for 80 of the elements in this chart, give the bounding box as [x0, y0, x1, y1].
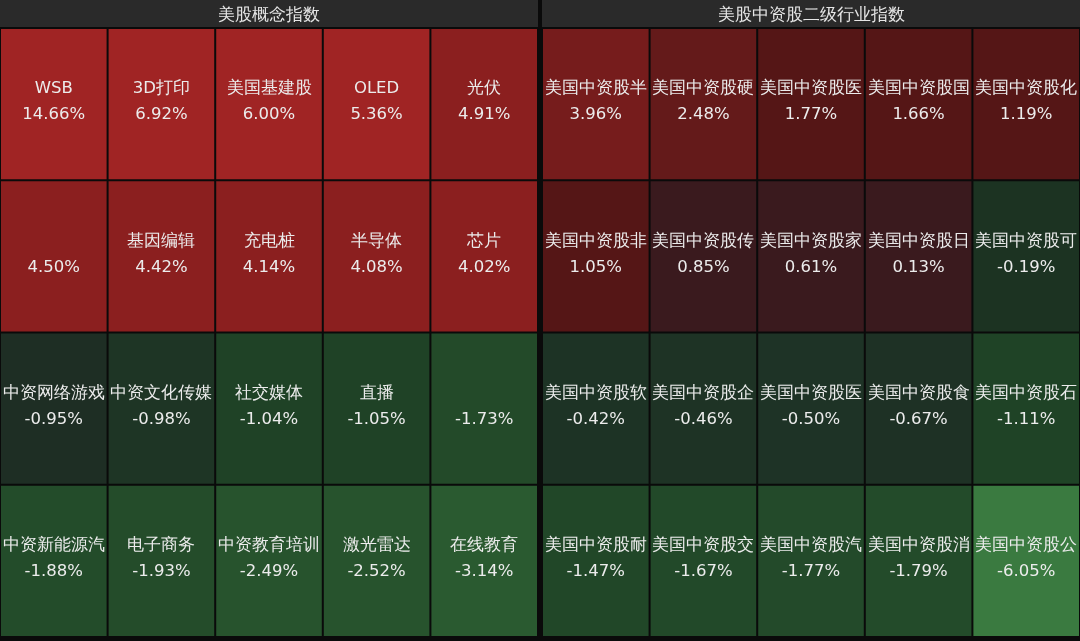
- category-label: 半导体: [351, 230, 403, 250]
- category-label: 激光雷达: [342, 535, 411, 555]
- data-label: 4.50%: [27, 256, 81, 276]
- category-label: 美国中资股石: [975, 382, 1078, 402]
- category-label: WSB: [34, 78, 73, 98]
- data-label: 5.36%: [350, 104, 403, 124]
- data-label: -2.49%: [239, 561, 299, 581]
- data-label: -0.42%: [566, 408, 625, 428]
- data-label: -6.05%: [997, 561, 1056, 581]
- data-label: -1.77%: [781, 561, 841, 581]
- data-label: 1.77%: [784, 104, 838, 124]
- category-label: 美国中资股硬: [652, 78, 755, 98]
- data-label: 6.92%: [135, 104, 188, 124]
- data-label: 0.85%: [677, 256, 730, 276]
- category-label: 中资网络游戏: [2, 382, 105, 402]
- category-label: 基因编辑: [127, 230, 196, 250]
- data-label: -1.67%: [674, 561, 733, 581]
- text: 美股概念指数: [218, 4, 320, 24]
- category-label: 美国中资股医: [760, 382, 862, 402]
- data-label: -0.98%: [132, 408, 191, 428]
- category-label: 美国基建股: [226, 78, 312, 98]
- category-label: 美国中资股家: [760, 230, 862, 250]
- category-label: 美国中资股非: [544, 230, 647, 250]
- data-label: 1.19%: [999, 104, 1053, 124]
- data-label: -1.79%: [889, 561, 948, 581]
- category-label: 美国中资股日: [867, 230, 970, 250]
- category-label: 中资新能源汽: [2, 535, 105, 555]
- category-label: 电子商务: [127, 535, 196, 555]
- category-label: 美国中资股消: [867, 535, 970, 555]
- category-label: 充电桩: [243, 230, 295, 250]
- data-label: -0.67%: [889, 408, 948, 428]
- data-label: 4.02%: [457, 256, 511, 276]
- data-label: -1.11%: [997, 408, 1056, 428]
- category-label: 美国中资股传: [652, 230, 755, 250]
- category-label: 芯片: [466, 230, 502, 250]
- data-label: -0.95%: [24, 408, 83, 428]
- data-label: 4.14%: [242, 256, 296, 276]
- category-label: 中资文化传媒: [110, 382, 213, 402]
- data-label: -2.52%: [347, 561, 406, 581]
- data-label: 4.91%: [457, 104, 511, 124]
- category-label: 中资教育培训: [218, 535, 320, 555]
- data-label: -0.50%: [781, 408, 841, 428]
- category-label: 美国中资股耐: [544, 535, 647, 555]
- data-label: 4.08%: [350, 256, 403, 276]
- category-label: 美国中资股公: [975, 535, 1078, 555]
- data-label: 0.13%: [892, 256, 945, 276]
- data-label: -1.04%: [239, 408, 299, 428]
- data-label: -1.05%: [347, 408, 406, 428]
- data-label: 3.96%: [569, 104, 623, 124]
- data-label: 0.61%: [784, 256, 838, 276]
- category-label: 美国中资股软: [544, 382, 647, 402]
- category-label: 美国中资股交: [652, 535, 755, 555]
- data-label: 1.66%: [892, 104, 945, 124]
- data-label: 1.05%: [569, 256, 623, 276]
- category-label: 美国中资股半: [544, 78, 647, 98]
- category-label: 美国中资股汽: [760, 535, 862, 555]
- data-label: 4.42%: [135, 256, 188, 276]
- category-label: OLED: [353, 78, 400, 98]
- text: 美股中资股二级行业指数: [717, 4, 905, 24]
- category-label: 光伏: [467, 78, 502, 98]
- data-label: -0.46%: [674, 408, 733, 428]
- data-label: -1.88%: [24, 561, 83, 581]
- category-label: 美国中资股企: [652, 382, 755, 402]
- data-label: -0.19%: [997, 256, 1056, 276]
- data-label: 6.00%: [242, 104, 296, 124]
- category-label: 社交媒体: [235, 382, 303, 402]
- data-label: -1.73%: [455, 408, 514, 428]
- category-label: 美国中资股国: [867, 78, 970, 98]
- data-label: -3.14%: [455, 561, 514, 581]
- category-label: 在线教育: [450, 535, 519, 555]
- category-label: 直播: [359, 382, 394, 402]
- category-label: 美国中资股可: [975, 230, 1078, 250]
- data-label: 14.66%: [22, 104, 86, 124]
- data-label: -1.47%: [566, 561, 625, 581]
- category-label: 美国中资股食: [867, 382, 970, 402]
- category-label: 美国中资股医: [760, 78, 862, 98]
- data-label: -1.93%: [132, 561, 191, 581]
- category-label: 3D打印: [132, 78, 190, 98]
- category-label: 美国中资股化: [975, 78, 1078, 98]
- data-label: 2.48%: [677, 104, 730, 124]
